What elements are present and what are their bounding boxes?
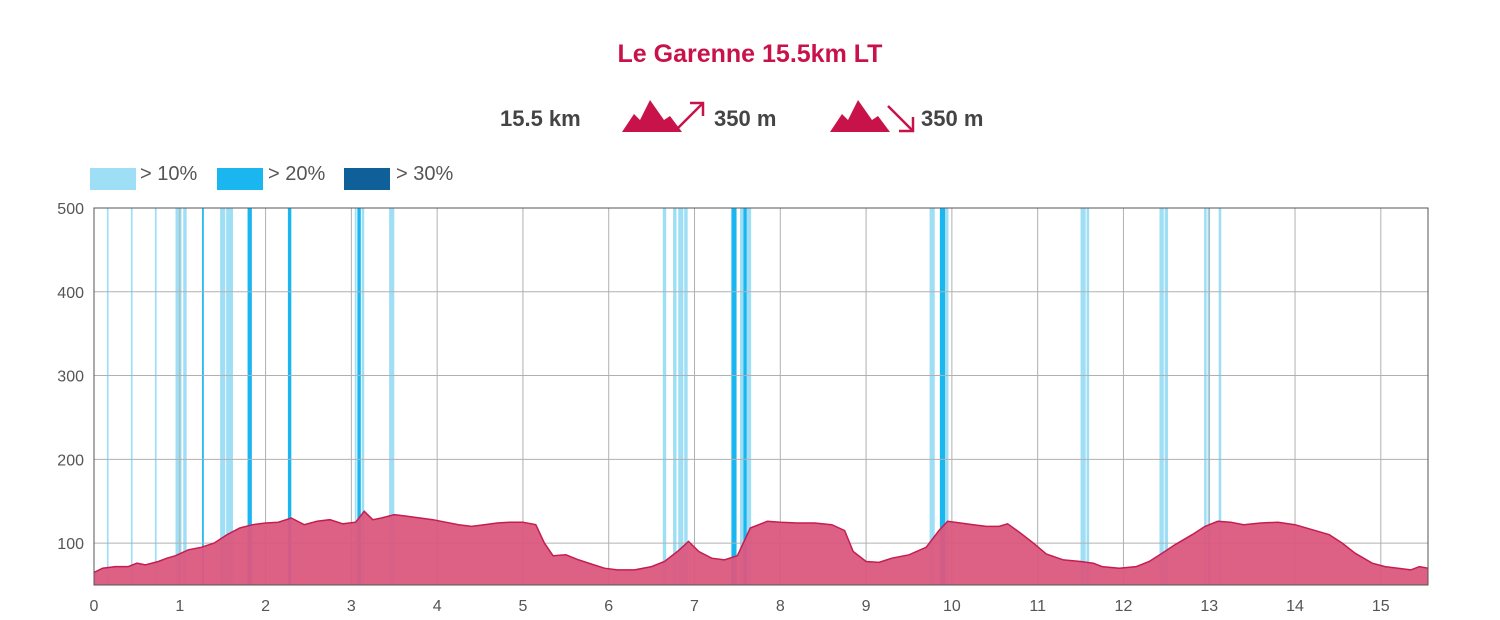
legend-swatch-10: [90, 168, 136, 190]
slope-band-22: [929, 208, 935, 585]
plot-frame: [93, 207, 1429, 586]
slope-band-27: [1159, 208, 1164, 585]
x-tick-label-10: 10: [943, 598, 961, 615]
slope-band-1: [130, 208, 133, 585]
x-tick-label-11: 11: [1029, 598, 1046, 615]
x-tick-label-2: 2: [261, 598, 270, 615]
slope-band-31: [1218, 208, 1222, 585]
x-tick-label-7: 7: [690, 598, 699, 615]
slope-band-13: [389, 208, 395, 585]
slope-band-7: [226, 208, 233, 585]
slope-band-21: [746, 208, 752, 585]
slope-band-14: [662, 208, 667, 585]
elevation-line: [93, 510, 1429, 574]
y-tick-label-100: 100: [57, 536, 84, 553]
x-tick-label-13: 13: [1200, 598, 1218, 615]
slope-band-24: [945, 208, 949, 585]
descent-value: 350 m: [921, 106, 984, 131]
x-tick-label-1: 1: [175, 598, 184, 615]
chart-title: Le Garenne 15.5km LT: [617, 40, 883, 68]
slope-band-5: [202, 208, 204, 585]
slope-band-20: [743, 208, 747, 585]
y-tick-label-200: 200: [57, 452, 84, 469]
y-tick-label-300: 300: [57, 369, 84, 386]
slope-band-9: [287, 208, 292, 585]
slope-band-28: [1164, 208, 1169, 585]
x-tick-label-0: 0: [90, 598, 99, 615]
x-tick-label-8: 8: [776, 598, 785, 615]
slope-band-0: [106, 208, 109, 585]
slope-band-4: [183, 208, 187, 585]
slope-band-17: [684, 208, 688, 585]
legend-swatch-30: [344, 168, 390, 190]
legend-label-30: > 30%: [396, 163, 454, 185]
ascent-value: 350 m: [714, 106, 777, 131]
slope-band-6: [220, 208, 226, 585]
slope-band-12: [361, 208, 365, 585]
legend-label-10: > 10%: [140, 163, 198, 185]
x-tick-label-15: 15: [1372, 598, 1390, 615]
y-tick-label-500: 500: [57, 201, 84, 218]
descent-icon: [830, 100, 915, 133]
legend-swatch-20: [217, 168, 263, 190]
x-tick-label-9: 9: [862, 598, 871, 615]
slope-band-10: [354, 208, 357, 585]
slope-band-2: [154, 208, 157, 585]
slope-band-18: [731, 208, 737, 585]
slope-band-3: [175, 208, 182, 585]
slope-band-16: [678, 208, 684, 585]
distance-value: 15.5 km: [500, 106, 581, 131]
x-tick-label-5: 5: [518, 598, 527, 615]
x-tick-label-6: 6: [604, 598, 613, 615]
x-tick-label-14: 14: [1286, 598, 1304, 615]
slope-band-25: [1080, 208, 1086, 585]
x-tick-label-3: 3: [347, 598, 356, 615]
slope-band-29: [1204, 208, 1207, 585]
slope-band-23: [939, 208, 946, 585]
slope-band-19: [739, 208, 744, 585]
ascent-icon: [622, 100, 705, 132]
slope-band-15: [673, 208, 677, 585]
legend-label-20: > 20%: [268, 163, 326, 185]
slope-band-11: [357, 208, 361, 585]
x-tick-label-12: 12: [1115, 598, 1133, 615]
x-tick-label-4: 4: [433, 598, 442, 615]
slope-band-8: [247, 208, 252, 585]
elevation-area: [94, 511, 1428, 585]
y-tick-label-400: 400: [57, 285, 84, 302]
slope-band-26: [1086, 208, 1090, 585]
